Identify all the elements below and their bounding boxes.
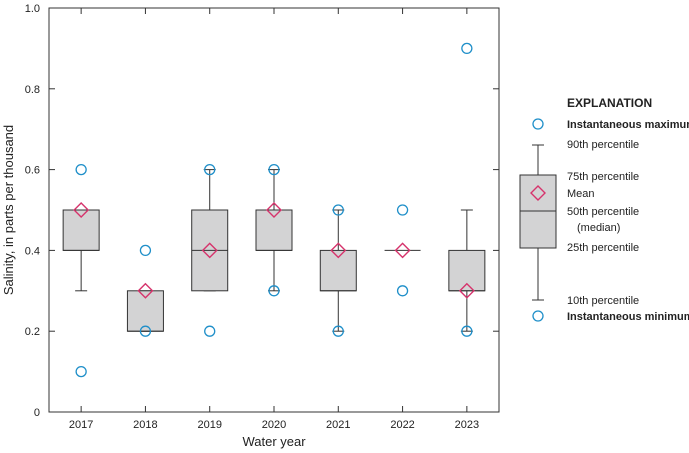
legend-p10-label: 10th percentile (567, 295, 639, 307)
box-group-2017 (62, 163, 100, 378)
mean-marker (394, 242, 411, 259)
box-group-2019 (191, 163, 229, 337)
mean-marker (137, 282, 154, 299)
min-marker (396, 285, 409, 297)
box-group-2021 (319, 204, 357, 337)
y-tick-label: 0 (34, 407, 40, 419)
mean-marker (530, 185, 546, 201)
x-tick-label: 2020 (262, 419, 286, 431)
y-tick-label: 0.4 (25, 245, 40, 257)
y-tick-label: 0.2 (25, 326, 40, 338)
legend-median-label: 50th percentile (567, 206, 639, 218)
min-marker (332, 325, 344, 337)
legend: EXPLANATION Instantaneous maximum 90th per… (519, 96, 689, 323)
y-tick-label: 0.8 (25, 84, 40, 96)
legend-p75-label: 75th percentile (567, 171, 639, 183)
x-tick-label: 2019 (197, 419, 221, 431)
x-tick-label: 2022 (390, 419, 414, 431)
x-axis-title: Water year (242, 434, 306, 449)
box-group-2022 (384, 204, 421, 297)
y-axis-title: Salinity, in parts per thousand (1, 125, 16, 295)
box-group-2023 (448, 42, 486, 337)
min-marker (461, 325, 473, 337)
min-marker (75, 365, 87, 378)
max-marker (204, 163, 216, 176)
max-marker (268, 163, 280, 176)
mean-marker (201, 242, 218, 259)
legend-max-label: Instantaneous maximum (567, 119, 689, 131)
box-group-2018 (126, 244, 164, 337)
y-tick-label: 1.0 (25, 3, 40, 15)
legend-mean-label: Mean (567, 188, 595, 200)
box-group-2020 (255, 163, 293, 297)
y-tick-label: 0.6 (25, 165, 40, 177)
min-marker (268, 285, 280, 297)
legend-median-label2: (median) (577, 222, 620, 234)
legend-min-icon (532, 310, 544, 322)
legend-title: EXPLANATION (567, 96, 652, 110)
legend-min-label: Instantaneous minimum (567, 311, 689, 323)
box (255, 209, 293, 251)
mean-marker (73, 202, 90, 218)
legend-max-icon (532, 118, 544, 130)
mean-marker (330, 242, 347, 259)
max-marker (75, 163, 87, 176)
max-marker (139, 244, 152, 257)
x-tick-label: 2023 (455, 419, 479, 431)
x-tick-label: 2017 (69, 419, 93, 431)
legend-p25-label: 25th percentile (567, 242, 639, 254)
mean-marker (458, 282, 475, 299)
max-marker (396, 204, 409, 216)
legend-p90-label: 90th percentile (567, 139, 639, 151)
x-tick-label: 2021 (326, 419, 350, 431)
min-marker (139, 325, 152, 337)
max-marker (461, 42, 473, 55)
max-marker (332, 204, 344, 216)
min-marker (204, 325, 216, 337)
x-tick-label: 2018 (133, 419, 157, 431)
mean-marker (266, 202, 282, 218)
